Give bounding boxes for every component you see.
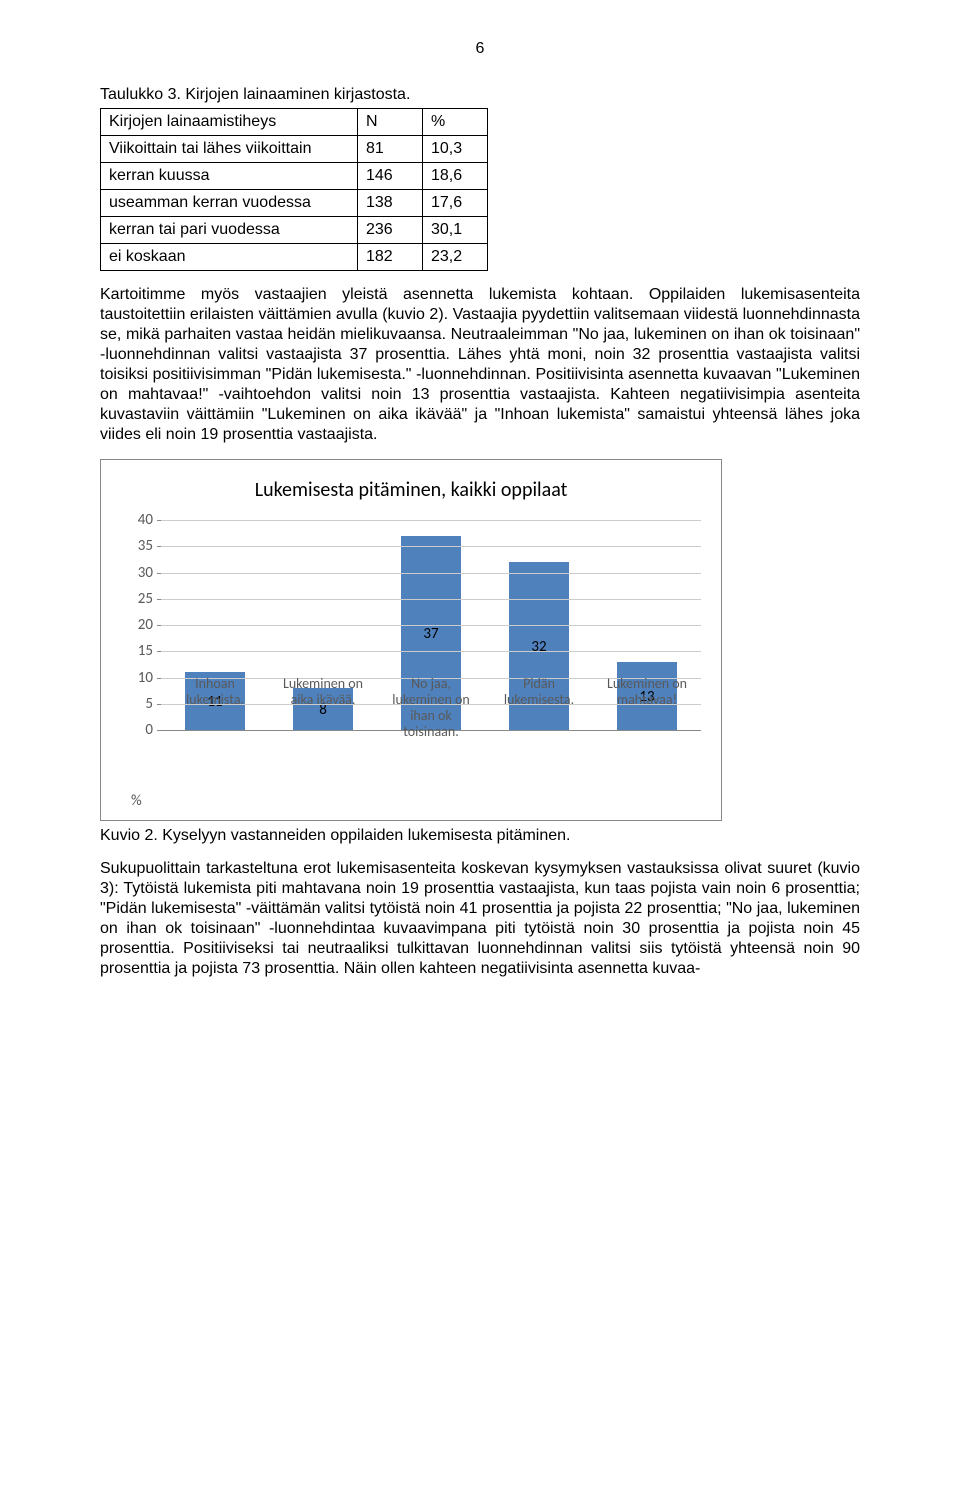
x-category-label: Lukeminen on mahtavaa!: [597, 676, 697, 708]
table-row: useamman kerran vuodessa 138 17,6: [101, 190, 488, 217]
ytick-label: 40: [113, 511, 153, 529]
x-category-label: No jaa, lukeminen on ihan ok toisinaan.: [381, 676, 481, 740]
row-pct: 10,3: [423, 136, 488, 163]
ytick-mark: [157, 651, 161, 652]
x-category-label: Lukeminen on aika ikävää.: [273, 676, 373, 708]
ytick-label: 35: [113, 537, 153, 555]
table-row: Viikoittain tai lähes viikoittain 81 10,…: [101, 136, 488, 163]
row-label: useamman kerran vuodessa: [101, 190, 358, 217]
ytick-mark: [157, 730, 161, 731]
row-n: 138: [358, 190, 423, 217]
gridline: [161, 599, 701, 600]
row-label: ei koskaan: [101, 244, 358, 271]
table-caption: Taulukko 3. Kirjojen lainaaminen kirjast…: [100, 86, 860, 104]
table-row: ei koskaan 182 23,2: [101, 244, 488, 271]
ytick-label: 30: [113, 564, 153, 582]
row-n: 236: [358, 217, 423, 244]
row-label: kerran kuussa: [101, 163, 358, 190]
ytick-mark: [157, 599, 161, 600]
chart-title: Lukemisesta pitäminen, kaikki oppilaat: [101, 478, 721, 502]
ytick-label: 20: [113, 616, 153, 634]
table-header-pct: %: [423, 109, 488, 136]
frequency-table: Kirjojen lainaamistiheys N % Viikoittain…: [100, 108, 488, 271]
gridline: [161, 520, 701, 521]
row-pct: 30,1: [423, 217, 488, 244]
row-pct: 23,2: [423, 244, 488, 271]
table-header-row: Kirjojen lainaamistiheys N %: [101, 109, 488, 136]
row-n: 182: [358, 244, 423, 271]
body-paragraph-1: Kartoitimme myös vastaajien yleistä asen…: [100, 285, 860, 445]
row-pct: 17,6: [423, 190, 488, 217]
ytick-mark: [157, 625, 161, 626]
ytick-mark: [157, 520, 161, 521]
ytick-label: 25: [113, 590, 153, 608]
ytick-label: 5: [113, 695, 153, 713]
row-pct: 18,6: [423, 163, 488, 190]
x-category-label: Pidän lukemisesta.: [489, 676, 589, 708]
table-header-n: N: [358, 109, 423, 136]
table-row: kerran tai pari vuodessa 236 30,1: [101, 217, 488, 244]
x-category-label: Inhoan lukemista.: [165, 676, 265, 708]
ytick-mark: [157, 678, 161, 679]
ytick-label: 10: [113, 669, 153, 687]
row-n: 146: [358, 163, 423, 190]
row-n: 81: [358, 136, 423, 163]
reading-attitude-chart: Lukemisesta pitäminen, kaikki oppilaat 1…: [100, 459, 722, 821]
row-label: Viikoittain tai lähes viikoittain: [101, 136, 358, 163]
gridline: [161, 651, 701, 652]
row-label: kerran tai pari vuodessa: [101, 217, 358, 244]
ytick-mark: [157, 573, 161, 574]
pct-axis-label: %: [131, 792, 142, 810]
figure-caption: Kuvio 2. Kyselyyn vastanneiden oppilaide…: [100, 827, 860, 845]
page-content: 6 Taulukko 3. Kirjojen lainaaminen kirja…: [0, 0, 960, 1019]
gridline: [161, 625, 701, 626]
gridline: [161, 546, 701, 547]
gridline: [161, 573, 701, 574]
ytick-mark: [157, 546, 161, 547]
bar-value-label: 32: [509, 638, 569, 656]
body-paragraph-2: Sukupuolittain tarkasteltuna erot lukemi…: [100, 859, 860, 979]
ytick-label: 15: [113, 642, 153, 660]
ytick-mark: [157, 704, 161, 705]
ytick-label: 0: [113, 721, 153, 739]
table-row: kerran kuussa 146 18,6: [101, 163, 488, 190]
page-number: 6: [100, 40, 860, 58]
table-header-label: Kirjojen lainaamistiheys: [101, 109, 358, 136]
bar-value-label: 37: [401, 625, 461, 643]
